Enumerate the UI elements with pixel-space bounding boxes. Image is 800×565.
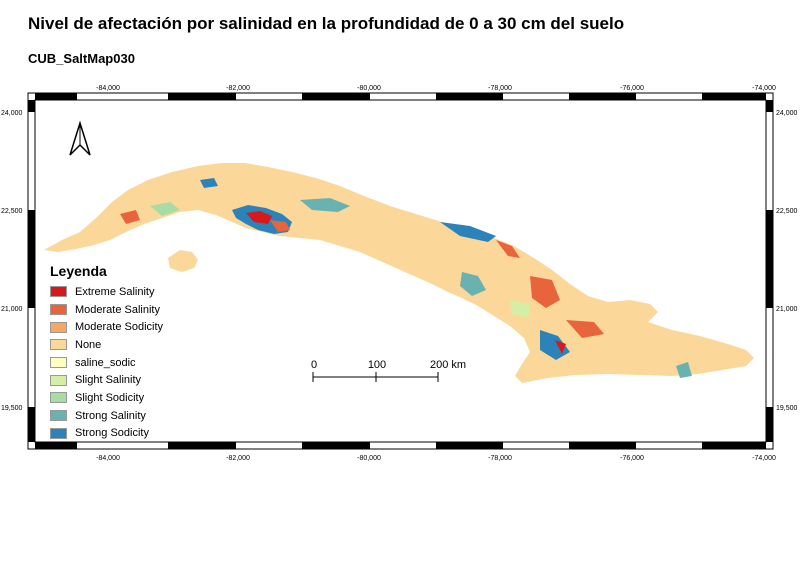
grid-label-bottom: -76,000: [620, 455, 644, 462]
grid-label-right: 22,500: [776, 208, 798, 215]
legend-swatch: [50, 286, 67, 298]
legend-label: Moderate Sodicity: [75, 321, 164, 334]
legend-label: Slight Salinity: [75, 374, 142, 387]
grid-label-right: 24,000: [776, 110, 798, 117]
grid-label-left: 19,500: [1, 405, 23, 412]
grid-label-top: -82,000: [226, 85, 250, 92]
grid-label-left: 22,500: [1, 208, 23, 215]
grid-label-top: -84,000: [96, 85, 120, 92]
grid-label-left: 21,000: [1, 306, 23, 313]
legend-item: Slight Sodicity: [50, 389, 163, 407]
cuba-island: [44, 163, 754, 383]
legend-item: saline_sodic: [50, 354, 163, 372]
legend-label: Extreme Salinity: [75, 285, 155, 298]
scale-label: 200 km: [430, 359, 466, 371]
legend-swatch: [50, 392, 67, 404]
legend-label: Strong Salinity: [75, 409, 146, 422]
scale-label: 100: [368, 359, 386, 371]
frame-border-checks: [28, 93, 773, 449]
grid-label-bottom: -82,000: [226, 455, 250, 462]
legend-label: Slight Sodicity: [75, 391, 145, 404]
legend-label: saline_sodic: [75, 356, 136, 369]
grid-label-top: -74,000: [752, 85, 776, 92]
grid-label-left: 24,000: [1, 110, 23, 117]
legend-title: Leyenda: [50, 263, 107, 279]
grid-label-top: -78,000: [488, 85, 512, 92]
legend-item: Strong Sodicity: [50, 425, 163, 443]
legend-item: Moderate Sodicity: [50, 318, 163, 336]
grid-label-bottom: -78,000: [488, 455, 512, 462]
legend: Leyenda Extreme Salinity Moderate Salini…: [50, 263, 163, 442]
scale-label: 0: [311, 359, 317, 371]
legend-label: Strong Sodicity: [75, 427, 149, 440]
legend-item: Moderate Salinity: [50, 301, 163, 319]
grid-label-top: -76,000: [620, 85, 644, 92]
scale-bar: 0 100 200 km: [311, 359, 466, 382]
north-arrow-icon: [69, 120, 91, 156]
map-subtitle: CUB_SaltMap030: [28, 51, 135, 66]
legend-item: None: [50, 336, 163, 354]
legend-label: None: [75, 338, 102, 351]
legend-item: Strong Salinity: [50, 407, 163, 425]
grid-label-right: 19,500: [776, 405, 798, 412]
legend-swatch: [50, 427, 67, 439]
legend-swatch: [50, 339, 67, 351]
map-title: Nivel de afectación por salinidad en la …: [28, 14, 625, 33]
grid-label-bottom: -84,000: [96, 455, 120, 462]
legend-swatch: [50, 321, 67, 333]
grid-label-bottom: -80,000: [357, 455, 381, 462]
legend-swatch: [50, 357, 67, 369]
legend-swatch: [50, 410, 67, 422]
legend-swatch: [50, 374, 67, 386]
legend-swatch: [50, 304, 67, 316]
grid-label-right: 21,000: [776, 306, 798, 313]
legend-label: Moderate Salinity: [75, 303, 160, 316]
legend-item: Slight Salinity: [50, 371, 163, 389]
grid-label-top: -80,000: [357, 85, 381, 92]
grid-label-bottom: -74,000: [752, 455, 776, 462]
legend-item: Extreme Salinity: [50, 283, 163, 301]
